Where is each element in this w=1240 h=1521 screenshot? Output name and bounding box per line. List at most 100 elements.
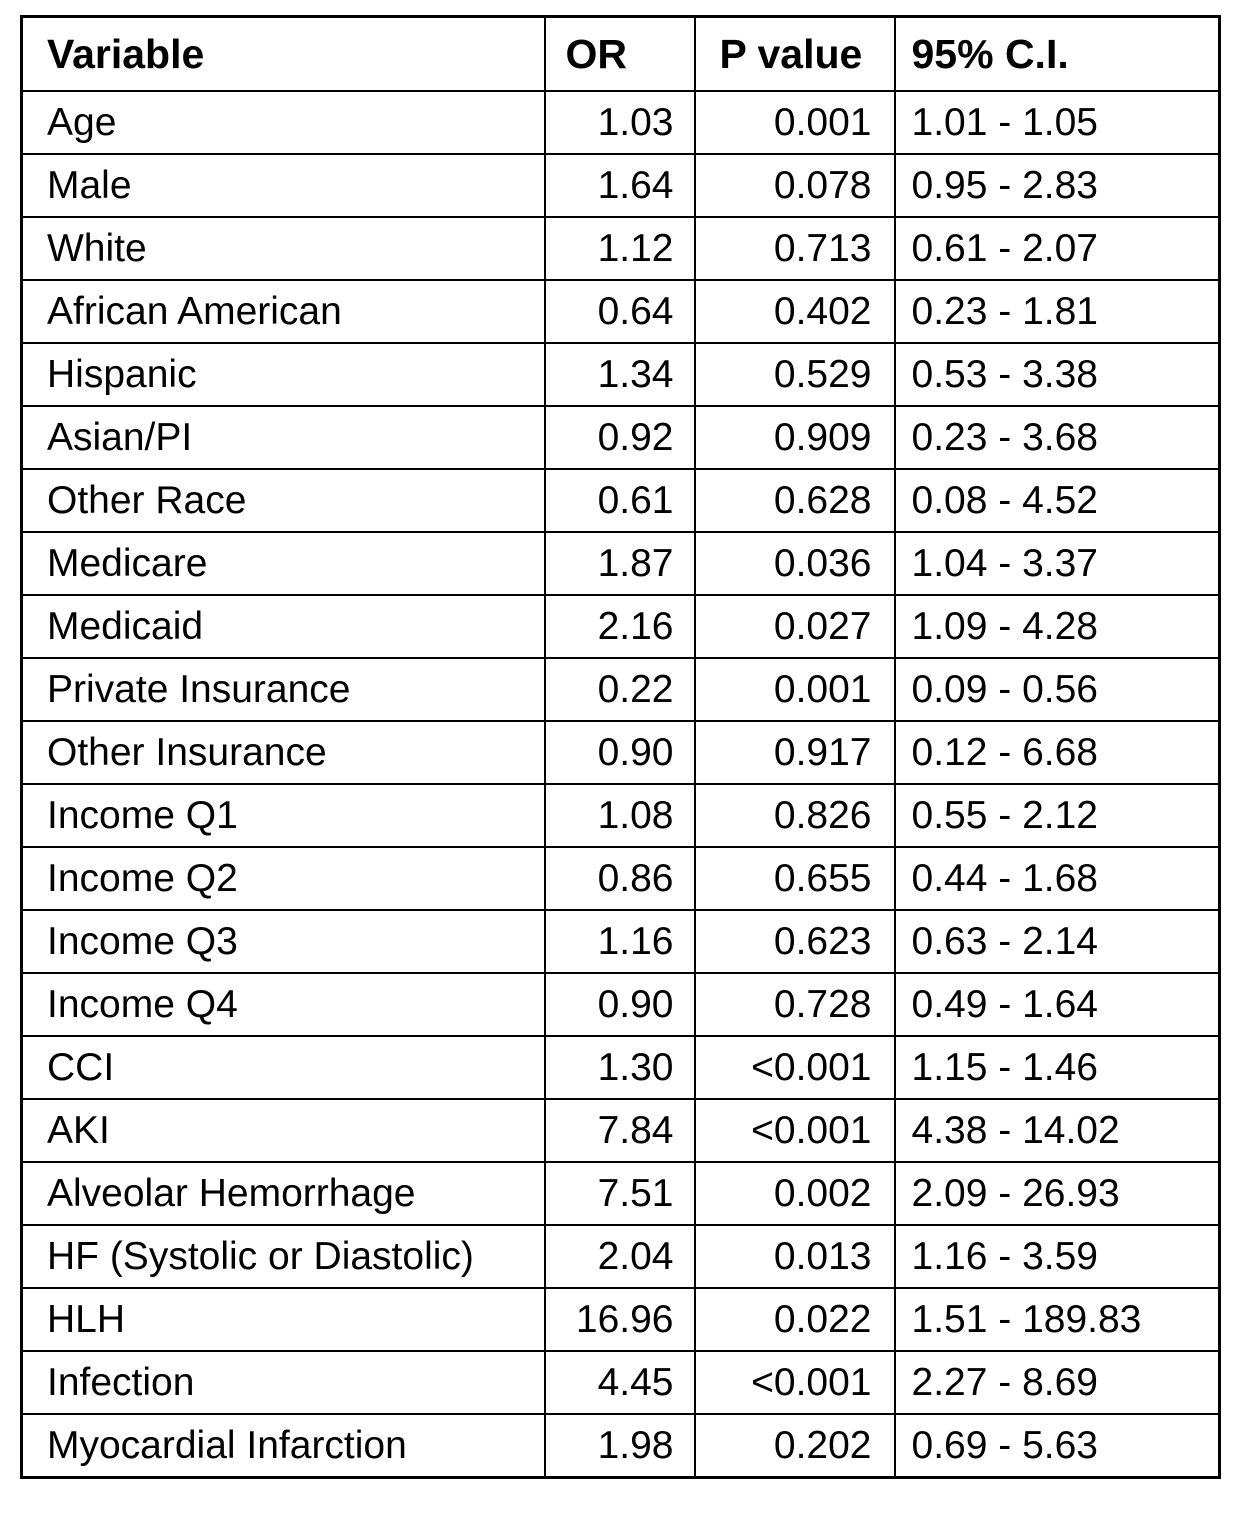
- table-row: Income Q3 1.16 0.623 0.63 - 2.14: [20, 909, 1221, 974]
- cell-variable: HLH: [20, 1287, 546, 1352]
- cell-ci: 1.16 - 3.59: [893, 1224, 1221, 1289]
- table-row: Asian/PI 0.92 0.909 0.23 - 3.68: [20, 405, 1221, 470]
- cell-or: 1.64: [543, 153, 696, 218]
- table-row: Income Q1 1.08 0.826 0.55 - 2.12: [20, 783, 1221, 848]
- cell-or: 1.30: [543, 1035, 696, 1100]
- cell-variable: Infection: [20, 1350, 546, 1415]
- cell-ci: 0.63 - 2.14: [893, 909, 1221, 974]
- cell-p-value: 0.713: [693, 216, 896, 281]
- cell-ci: 1.09 - 4.28: [893, 594, 1221, 659]
- cell-p-value: 0.628: [693, 468, 896, 533]
- cell-p-value: 0.013: [693, 1224, 896, 1289]
- cell-or: 1.34: [543, 342, 696, 407]
- cell-ci: 0.08 - 4.52: [893, 468, 1221, 533]
- cell-p-value: 0.202: [693, 1413, 896, 1479]
- cell-p-value: 0.022: [693, 1287, 896, 1352]
- cell-or: 0.61: [543, 468, 696, 533]
- column-header-or: OR: [543, 15, 696, 92]
- cell-p-value: 0.001: [693, 90, 896, 155]
- cell-or: 1.87: [543, 531, 696, 596]
- cell-p-value: 0.909: [693, 405, 896, 470]
- column-header-p-value: P value: [693, 15, 896, 92]
- table-row: Medicaid 2.16 0.027 1.09 - 4.28: [20, 594, 1221, 659]
- cell-variable: African American: [20, 279, 546, 344]
- cell-ci: 0.23 - 1.81: [893, 279, 1221, 344]
- cell-ci: 1.51 - 189.83: [893, 1287, 1221, 1352]
- cell-variable: Income Q3: [20, 909, 546, 974]
- cell-ci: 2.09 - 26.93: [893, 1161, 1221, 1226]
- table-row: Other Race 0.61 0.628 0.08 - 4.52: [20, 468, 1221, 533]
- cell-ci: 0.12 - 6.68: [893, 720, 1221, 785]
- cell-variable: Income Q1: [20, 783, 546, 848]
- cell-ci: 4.38 - 14.02: [893, 1098, 1221, 1163]
- column-header-ci: 95% C.I.: [893, 15, 1221, 92]
- cell-variable: Income Q2: [20, 846, 546, 911]
- table-row: AKI 7.84 <0.001 4.38 - 14.02: [20, 1098, 1221, 1163]
- cell-variable: Other Race: [20, 468, 546, 533]
- cell-p-value: 0.001: [693, 657, 896, 722]
- cell-p-value: <0.001: [693, 1035, 896, 1100]
- cell-p-value: 0.529: [693, 342, 896, 407]
- cell-variable: Age: [20, 90, 546, 155]
- cell-p-value: 0.728: [693, 972, 896, 1037]
- table-row: Age 1.03 0.001 1.01 - 1.05: [20, 90, 1221, 155]
- cell-or: 1.16: [543, 909, 696, 974]
- table-row: HF (Systolic or Diastolic) 2.04 0.013 1.…: [20, 1224, 1221, 1289]
- header-row: Variable OR P value 95% C.I.: [20, 15, 1221, 92]
- cell-variable: White: [20, 216, 546, 281]
- cell-p-value: <0.001: [693, 1098, 896, 1163]
- cell-ci: 1.01 - 1.05: [893, 90, 1221, 155]
- cell-variable: Other Insurance: [20, 720, 546, 785]
- table-row: African American 0.64 0.402 0.23 - 1.81: [20, 279, 1221, 344]
- cell-p-value: 0.655: [693, 846, 896, 911]
- cell-p-value: 0.002: [693, 1161, 896, 1226]
- table-row: CCI 1.30 <0.001 1.15 - 1.46: [20, 1035, 1221, 1100]
- cell-ci: 0.09 - 0.56: [893, 657, 1221, 722]
- table-row: Infection 4.45 <0.001 2.27 - 8.69: [20, 1350, 1221, 1415]
- cell-p-value: 0.402: [693, 279, 896, 344]
- cell-or: 1.98: [543, 1413, 696, 1479]
- cell-or: 0.86: [543, 846, 696, 911]
- cell-variable: Myocardial Infarction: [20, 1413, 546, 1479]
- cell-variable: Income Q4: [20, 972, 546, 1037]
- table-row: Medicare 1.87 0.036 1.04 - 3.37: [20, 531, 1221, 596]
- table-row: Private Insurance 0.22 0.001 0.09 - 0.56: [20, 657, 1221, 722]
- cell-or: 2.04: [543, 1224, 696, 1289]
- table-row: White 1.12 0.713 0.61 - 2.07: [20, 216, 1221, 281]
- table-row: Other Insurance 0.90 0.917 0.12 - 6.68: [20, 720, 1221, 785]
- cell-or: 7.51: [543, 1161, 696, 1226]
- cell-or: 0.92: [543, 405, 696, 470]
- cell-or: 7.84: [543, 1098, 696, 1163]
- cell-or: 1.03: [543, 90, 696, 155]
- column-header-variable: Variable: [20, 15, 546, 92]
- cell-variable: Private Insurance: [20, 657, 546, 722]
- cell-ci: 0.53 - 3.38: [893, 342, 1221, 407]
- cell-p-value: <0.001: [693, 1350, 896, 1415]
- cell-variable: CCI: [20, 1035, 546, 1100]
- cell-variable: Asian/PI: [20, 405, 546, 470]
- cell-or: 1.08: [543, 783, 696, 848]
- cell-ci: 0.23 - 3.68: [893, 405, 1221, 470]
- cell-or: 0.90: [543, 720, 696, 785]
- cell-p-value: 0.917: [693, 720, 896, 785]
- cell-ci: 0.55 - 2.12: [893, 783, 1221, 848]
- cell-or: 1.12: [543, 216, 696, 281]
- cell-ci: 2.27 - 8.69: [893, 1350, 1221, 1415]
- cell-or: 0.22: [543, 657, 696, 722]
- cell-variable: Hispanic: [20, 342, 546, 407]
- table-row: Income Q4 0.90 0.728 0.49 - 1.64: [20, 972, 1221, 1037]
- cell-or: 0.90: [543, 972, 696, 1037]
- cell-ci: 0.49 - 1.64: [893, 972, 1221, 1037]
- cell-ci: 0.44 - 1.68: [893, 846, 1221, 911]
- cell-p-value: 0.078: [693, 153, 896, 218]
- cell-variable: AKI: [20, 1098, 546, 1163]
- cell-ci: 0.69 - 5.63: [893, 1413, 1221, 1479]
- cell-ci: 0.61 - 2.07: [893, 216, 1221, 281]
- cell-or: 16.96: [543, 1287, 696, 1352]
- cell-variable: Male: [20, 153, 546, 218]
- cell-or: 2.16: [543, 594, 696, 659]
- cell-variable: HF (Systolic or Diastolic): [20, 1224, 546, 1289]
- cell-variable: Medicare: [20, 531, 546, 596]
- cell-or: 0.64: [543, 279, 696, 344]
